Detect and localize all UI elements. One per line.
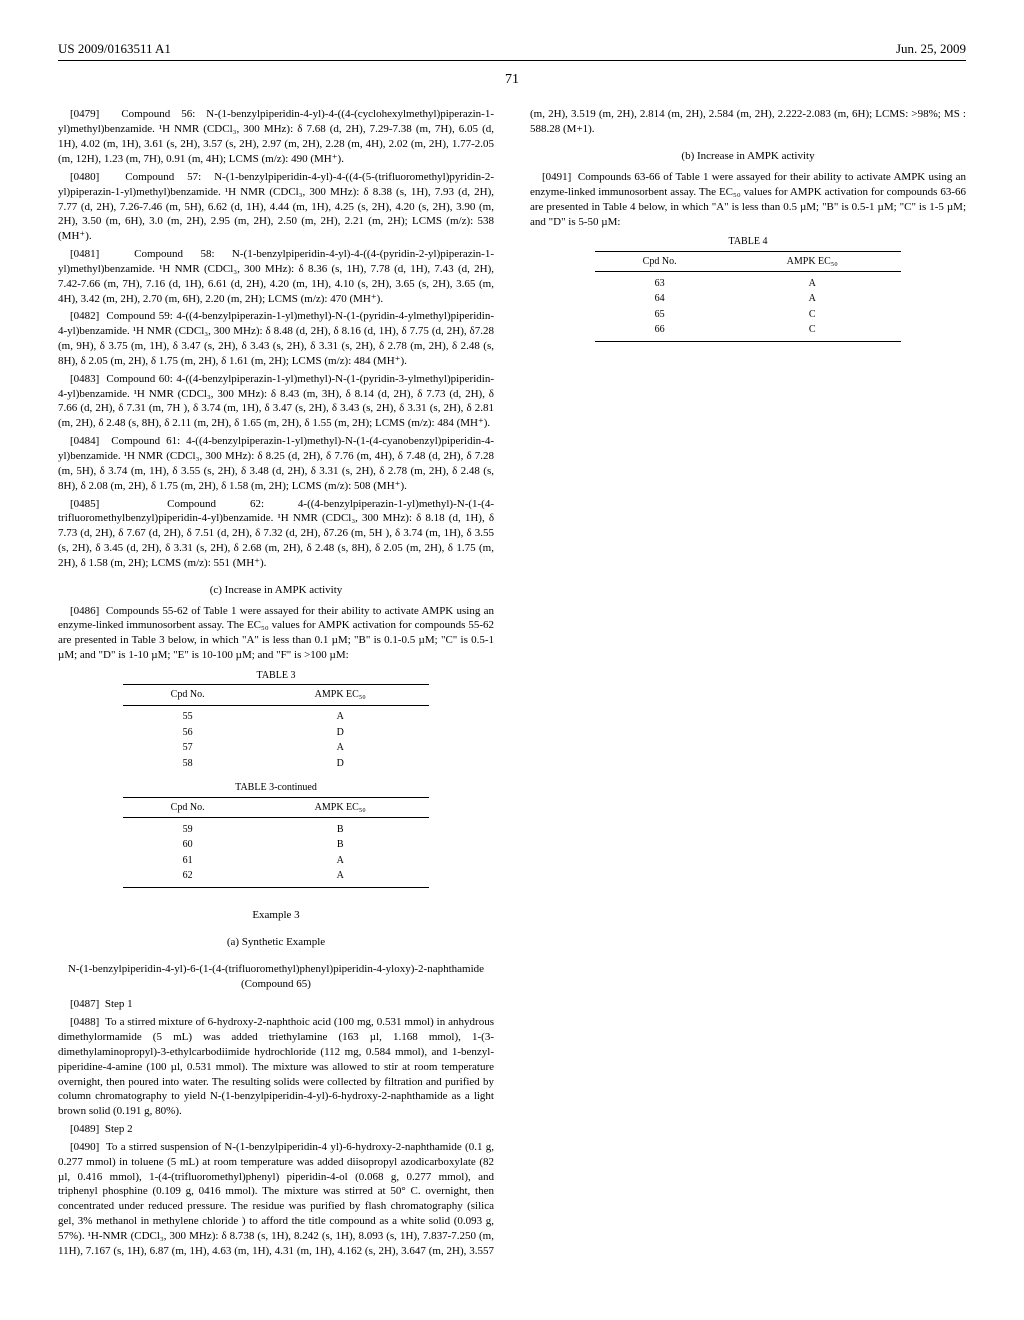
table-row: 56D	[123, 725, 428, 741]
table4-col2: AMPK EC₅₀	[724, 251, 901, 272]
paragraph-0479: [0479] Compound 56: N-(1-benzylpiperidin…	[58, 107, 494, 166]
paragraph-0488: [0488] To a stirred mixture of 6-hydroxy…	[58, 1015, 494, 1119]
table3-continued: Cpd No.AMPK EC₅₀ 59B 60B 61A 62A	[123, 797, 428, 888]
table-row: 63A	[595, 276, 900, 292]
publication-number: US 2009/0163511 A1	[58, 40, 171, 58]
example-heading: Example 3	[58, 908, 494, 923]
two-column-body: [0479] Compound 56: N-(1-benzylpiperidin…	[58, 107, 966, 1267]
table4: Cpd No.AMPK EC₅₀ 63A 64A 65C 66C	[595, 251, 900, 342]
table-row: 62A	[123, 868, 428, 887]
table3: Cpd No.AMPK EC₅₀ 55A 56D 57A 58D	[123, 684, 428, 771]
section-c-heading: (c) Increase in AMPK activity	[58, 583, 494, 598]
section-b-heading: (b) Increase in AMPK activity	[530, 149, 966, 164]
paragraph-0489: [0489] Step 2	[58, 1122, 494, 1137]
table3-col1: Cpd No.	[123, 685, 251, 706]
table-row: 58D	[123, 756, 428, 772]
table3c-col2: AMPK EC₅₀	[252, 797, 429, 818]
page-number: 71	[58, 71, 966, 90]
table-row: 65C	[595, 307, 900, 323]
paragraph-0487: [0487] Step 1	[58, 997, 494, 1012]
paragraph-0481: [0481] Compound 58: N-(1-benzylpiperidin…	[58, 247, 494, 306]
table-row: 57A	[123, 740, 428, 756]
table-row: 60B	[123, 837, 428, 853]
table-row: 61A	[123, 853, 428, 869]
table-row: 64A	[595, 291, 900, 307]
section-a-heading: (a) Synthetic Example	[58, 935, 494, 950]
table-row: 59B	[123, 822, 428, 838]
paragraph-0484: [0484] Compound 61: 4-((4-benzylpiperazi…	[58, 434, 494, 493]
table3c-col1: Cpd No.	[123, 797, 251, 818]
paragraph-0485: [0485] Compound 62: 4-((4-benzylpiperazi…	[58, 497, 494, 571]
paragraph-0486: [0486] Compounds 55-62 of Table 1 were a…	[58, 604, 494, 663]
table4-col1: Cpd No.	[595, 251, 723, 272]
publication-date: Jun. 25, 2009	[896, 40, 966, 58]
table-row: 55A	[123, 709, 428, 725]
table3-col2: AMPK EC₅₀	[252, 685, 429, 706]
table4-title: TABLE 4	[530, 235, 966, 249]
page-header: US 2009/0163511 A1 Jun. 25, 2009	[58, 40, 966, 61]
paragraph-0483: [0483] Compound 60: 4-((4-benzylpiperazi…	[58, 372, 494, 431]
paragraph-0482: [0482] Compound 59: 4-((4-benzylpiperazi…	[58, 309, 494, 368]
paragraph-0480: [0480] Compound 57: N-(1-benzylpiperidin…	[58, 170, 494, 244]
table-row: 66C	[595, 322, 900, 341]
paragraph-0491: [0491] Compounds 63-66 of Table 1 were a…	[530, 170, 966, 229]
table3c-title: TABLE 3-continued	[58, 781, 494, 795]
compound-title: N-(1-benzylpiperidin-4-yl)-6-(1-(4-(trif…	[58, 962, 494, 992]
table3-title: TABLE 3	[58, 669, 494, 683]
